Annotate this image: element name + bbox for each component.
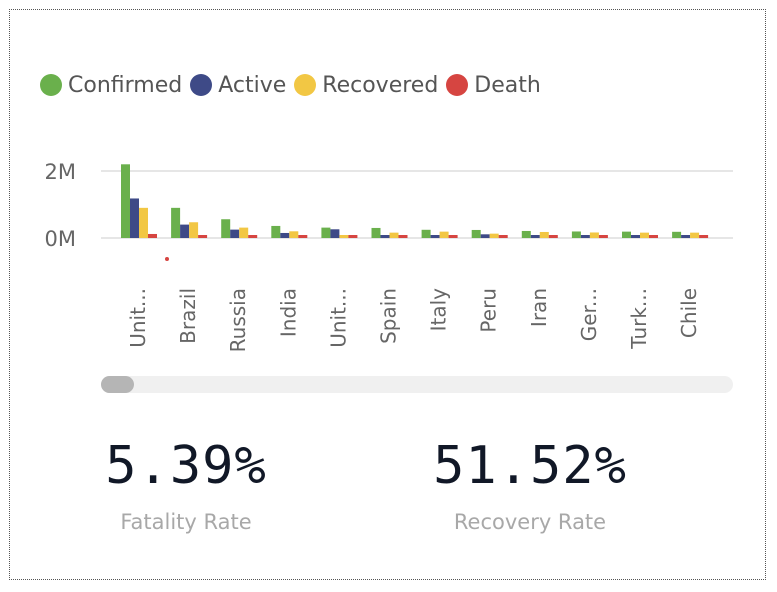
recovery-rate-value: 51.52% [433,436,627,496]
bar-active-4[interactable] [330,229,340,238]
bar-confirmed-6[interactable] [421,229,431,238]
bar-recovered-5[interactable] [389,232,399,238]
bar-death-10[interactable] [649,235,658,238]
fatality-rate-label: Fatality Rate [120,510,252,534]
bar-recovered-3[interactable] [289,231,299,238]
bar-death-9[interactable] [598,235,608,238]
x-tick-label: Unit... [326,288,350,348]
legend-dot-active [190,74,213,96]
bar-death-7[interactable] [498,235,508,238]
y-tick-label: 0M [45,227,76,251]
bar-recovered-2[interactable] [239,227,249,238]
x-tick-label: Iran [527,288,551,327]
scroll-thumb[interactable] [101,376,134,393]
bar-confirmed-9[interactable] [571,231,581,238]
bar-recovered-7[interactable] [489,233,499,238]
x-tick-label: Chile [677,288,701,338]
x-tick-label: Spain [377,288,401,344]
x-tick-label: Brazil [176,288,200,344]
bar-active-5[interactable] [380,235,390,238]
bar-confirmed-3[interactable] [271,225,281,238]
fatality-rate-value: 5.39% [105,436,267,496]
legend-dot-recovered [294,74,317,96]
visual-frame [9,9,766,580]
legend-label-active: Active [218,72,287,98]
chart-horizontal-scrollbar[interactable] [101,376,733,393]
bar-confirmed-1[interactable] [171,207,181,238]
x-tick-label: India [276,288,300,337]
x-tick-label: Peru [477,288,501,333]
bar-death-8[interactable] [548,235,558,238]
chart-legend: Confirmed Active Recovered Death [40,70,549,100]
bar-active-11[interactable] [681,235,691,238]
bar-active-3[interactable] [280,232,290,238]
bar-recovered-8[interactable] [539,231,549,238]
bar-active-8[interactable] [530,235,540,238]
bar-death-3[interactable] [298,235,308,238]
bar-recovered-6[interactable] [439,231,449,238]
legend-item-recovered[interactable]: Recovered [294,73,438,98]
recovery-rate-card: 51.52% Recovery Rate [420,436,640,534]
bar-recovered-10[interactable] [640,232,649,238]
bar-active-9[interactable] [580,235,590,238]
fatality-rate-card: 5.39% Fatality Rate [96,436,276,534]
bar-active-0[interactable] [130,198,139,238]
bar-active-7[interactable] [480,234,490,238]
bar-death-11[interactable] [699,235,709,238]
bar-recovered-1[interactable] [189,222,199,238]
bars [121,164,709,238]
x-tick-label: Russia [226,288,250,352]
bar-death-2[interactable] [248,235,258,238]
bar-death-4[interactable] [348,235,358,238]
bar-chart: 2M 0M Unit... Brazil Russia India Unit... Spai… [45,160,733,352]
recovery-rate-label: Recovery Rate [453,510,607,534]
x-axis-ticks: Unit... Brazil Russia India Unit... Spain Ital… [126,288,701,352]
bar-death-0[interactable] [148,233,157,238]
bar-confirmed-7[interactable] [471,229,481,238]
bar-confirmed-10[interactable] [622,231,631,238]
legend-label-recovered: Recovered [322,72,439,98]
bar-confirmed-2[interactable] [221,219,231,238]
bar-death-1[interactable] [198,235,208,238]
legend-dot-confirmed [40,74,62,96]
bar-active-10[interactable] [631,235,640,238]
x-tick-label: Unit... [126,288,150,348]
legend-label-confirmed: Confirmed [68,72,183,98]
bar-death-5[interactable] [398,235,408,238]
bar-death-6[interactable] [448,235,458,238]
bar-recovered-4[interactable] [339,235,349,238]
bar-active-1[interactable] [180,224,190,238]
bar-confirmed-0[interactable] [121,164,130,238]
x-tick-label: Ger... [577,288,601,341]
legend-dot-death [446,74,469,96]
bar-confirmed-4[interactable] [321,227,331,238]
legend-item-death[interactable]: Death [446,73,541,98]
bar-recovered-0[interactable] [139,207,148,238]
bar-recovered-9[interactable] [589,232,599,238]
legend-item-confirmed[interactable]: Confirmed [40,73,182,98]
bar-confirmed-5[interactable] [371,227,381,238]
legend-label-death: Death [474,72,541,98]
bar-confirmed-8[interactable] [521,230,531,238]
bar-active-6[interactable] [430,235,440,238]
y-tick-label: 2M [45,160,76,184]
y-axis-ticks: 2M 0M [45,160,76,251]
selection-marker [165,257,169,261]
legend-item-active[interactable]: Active [190,73,286,98]
bar-confirmed-11[interactable] [672,231,682,238]
bar-recovered-11[interactable] [690,232,700,238]
x-tick-label: Turk... [627,288,651,350]
bar-active-2[interactable] [230,229,240,238]
x-tick-label: Italy [427,288,451,332]
